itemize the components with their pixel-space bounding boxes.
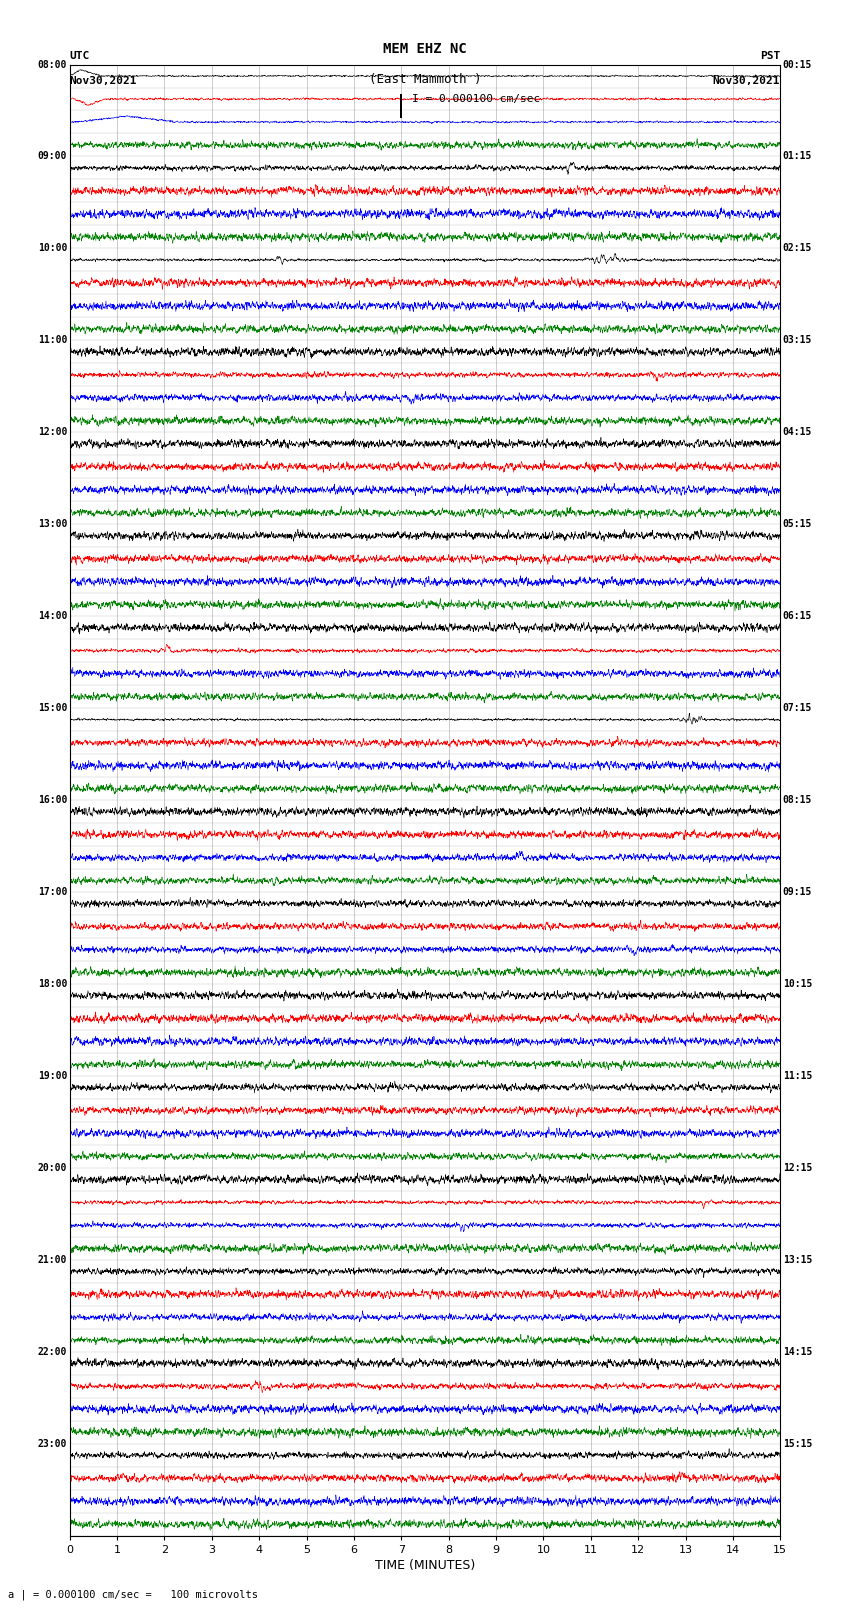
Text: 22:00: 22:00 [37,1347,67,1357]
Text: 19:00: 19:00 [37,1071,67,1081]
Text: 08:00: 08:00 [37,60,67,69]
Text: 04:15: 04:15 [783,427,813,437]
Text: Nov30,2021: Nov30,2021 [713,76,780,85]
Text: 21:00: 21:00 [37,1255,67,1265]
Text: 02:15: 02:15 [783,244,813,253]
Text: 08:15: 08:15 [783,795,813,805]
Text: 12:00: 12:00 [37,427,67,437]
Text: 10:15: 10:15 [783,979,813,989]
Text: 12:15: 12:15 [783,1163,813,1173]
Text: 09:15: 09:15 [783,887,813,897]
Text: 15:00: 15:00 [37,703,67,713]
Text: 18:00: 18:00 [37,979,67,989]
Text: 16:00: 16:00 [37,795,67,805]
Text: 23:00: 23:00 [37,1439,67,1448]
Text: I = 0.000100 cm/sec: I = 0.000100 cm/sec [412,94,541,103]
Text: 07:15: 07:15 [783,703,813,713]
Text: 13:00: 13:00 [37,519,67,529]
Text: MEM EHZ NC: MEM EHZ NC [383,42,467,56]
Text: UTC: UTC [70,52,90,61]
Text: 05:15: 05:15 [783,519,813,529]
Text: 06:15: 06:15 [783,611,813,621]
Text: 03:15: 03:15 [783,336,813,345]
Text: 14:00: 14:00 [37,611,67,621]
Text: 15:15: 15:15 [783,1439,813,1448]
Text: 10:00: 10:00 [37,244,67,253]
Text: 11:00: 11:00 [37,336,67,345]
Text: PST: PST [760,52,780,61]
Text: 11:15: 11:15 [783,1071,813,1081]
Text: 00:15: 00:15 [783,60,813,69]
Text: a | = 0.000100 cm/sec =   100 microvolts: a | = 0.000100 cm/sec = 100 microvolts [8,1589,258,1600]
Text: 14:15: 14:15 [783,1347,813,1357]
Text: 09:00: 09:00 [37,152,67,161]
Text: (East Mammoth ): (East Mammoth ) [369,73,481,85]
Text: 13:15: 13:15 [783,1255,813,1265]
Text: Nov30,2021: Nov30,2021 [70,76,137,85]
Text: 20:00: 20:00 [37,1163,67,1173]
Text: 17:00: 17:00 [37,887,67,897]
Text: 01:15: 01:15 [783,152,813,161]
X-axis label: TIME (MINUTES): TIME (MINUTES) [375,1558,475,1571]
